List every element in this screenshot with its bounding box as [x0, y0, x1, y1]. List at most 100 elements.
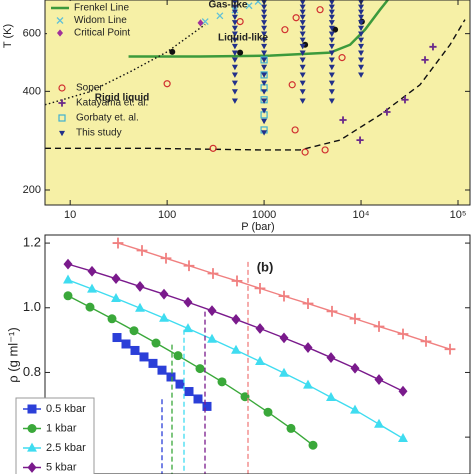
data-point [157, 365, 167, 375]
data-point [358, 50, 365, 56]
x-tick-label: 10⁴ [353, 209, 370, 221]
data-point [291, 126, 299, 134]
data-point [299, 57, 306, 63]
data-point [217, 377, 227, 387]
data-point [278, 290, 290, 302]
data-point [159, 312, 169, 322]
legend-icon [59, 130, 65, 137]
data-point [321, 146, 329, 154]
legend-icon [58, 84, 66, 92]
data-point [358, 4, 365, 11]
data-point [135, 302, 145, 312]
y-tick-label: 1.2 [23, 235, 41, 250]
data-point [299, 64, 306, 71]
data-point [328, 57, 335, 63]
data-point [301, 148, 309, 156]
data-point [332, 26, 339, 33]
data-point [261, 57, 268, 63]
data-point [237, 49, 244, 56]
data-point [398, 433, 408, 443]
data-point [328, 89, 335, 95]
x-tick-label: 10 [64, 209, 76, 221]
data-point [236, 17, 244, 26]
data-point [292, 14, 300, 22]
data-point [358, 14, 365, 21]
data-point [231, 89, 238, 95]
data-point [286, 423, 296, 433]
legend-label: This study [76, 128, 122, 139]
data-point [231, 9, 238, 16]
legend-label: 1 kbar [46, 422, 77, 434]
data-point [112, 237, 124, 249]
data-point [151, 338, 161, 348]
data-point [328, 98, 335, 104]
data-point [328, 31, 335, 37]
data-point [169, 48, 176, 55]
data-point [112, 333, 122, 343]
data-point [303, 342, 313, 353]
data-point [261, 80, 268, 87]
data-point [111, 292, 121, 302]
data-point [358, 25, 365, 32]
legend-label: Gorbaty et. al. [76, 113, 139, 124]
data-point [299, 25, 306, 32]
data-point [374, 374, 384, 385]
legend-icon [57, 29, 63, 37]
legend-label: 0.5 kbar [46, 403, 86, 415]
data-point [261, 14, 268, 21]
plot-frame [44, 0, 471, 206]
data-point [326, 391, 336, 401]
x-tick-label: 10⁵ [450, 209, 467, 221]
data-point [231, 275, 243, 287]
data-point [299, 89, 306, 95]
data-point [197, 19, 204, 27]
data-point [254, 282, 266, 294]
data-point [358, 37, 365, 44]
data-point [373, 321, 385, 332]
data-point [231, 25, 238, 32]
data-point [261, 37, 268, 44]
data-point [121, 339, 131, 349]
legend-label: Soper [76, 83, 103, 94]
data-point [216, 12, 224, 20]
data-point [231, 80, 238, 87]
legend-icon [27, 442, 37, 452]
data-point [308, 440, 318, 450]
x-axis-label: P (bar) [241, 221, 274, 233]
y-axis-label: ρ (g ml⁻¹) [5, 327, 20, 382]
data-point [231, 314, 241, 325]
data-point [85, 302, 95, 312]
legend-label: Critical Point [74, 28, 130, 39]
data-point [255, 323, 265, 334]
data-point [261, 64, 268, 71]
y-tick-label: 1.0 [23, 299, 41, 314]
data-point [231, 20, 238, 26]
data-point [63, 258, 73, 270]
data-point [299, 37, 306, 44]
legend-label: 2.5 kbar [46, 442, 86, 454]
y-tick-label: 400 [23, 85, 41, 97]
data-point [299, 31, 306, 37]
data-point [328, 72, 335, 78]
data-point [299, 43, 306, 50]
data-point [383, 108, 391, 116]
panel-label: (b) [257, 259, 274, 274]
data-point [358, 31, 365, 37]
data-point [231, 37, 238, 44]
data-point [63, 274, 73, 284]
data-point [107, 314, 117, 324]
data-point [184, 387, 194, 397]
data-point [358, 20, 365, 26]
data-point [207, 268, 219, 279]
data-point [261, 4, 268, 11]
data-point [328, 0, 335, 6]
data-point [279, 332, 289, 344]
y-tick-label: 200 [23, 184, 41, 196]
data-point [261, 130, 268, 136]
plot-area [63, 237, 456, 474]
data-point [129, 326, 139, 336]
data-point [338, 54, 346, 62]
data-point [87, 283, 97, 293]
data-point [421, 56, 429, 64]
data-point [263, 407, 273, 417]
